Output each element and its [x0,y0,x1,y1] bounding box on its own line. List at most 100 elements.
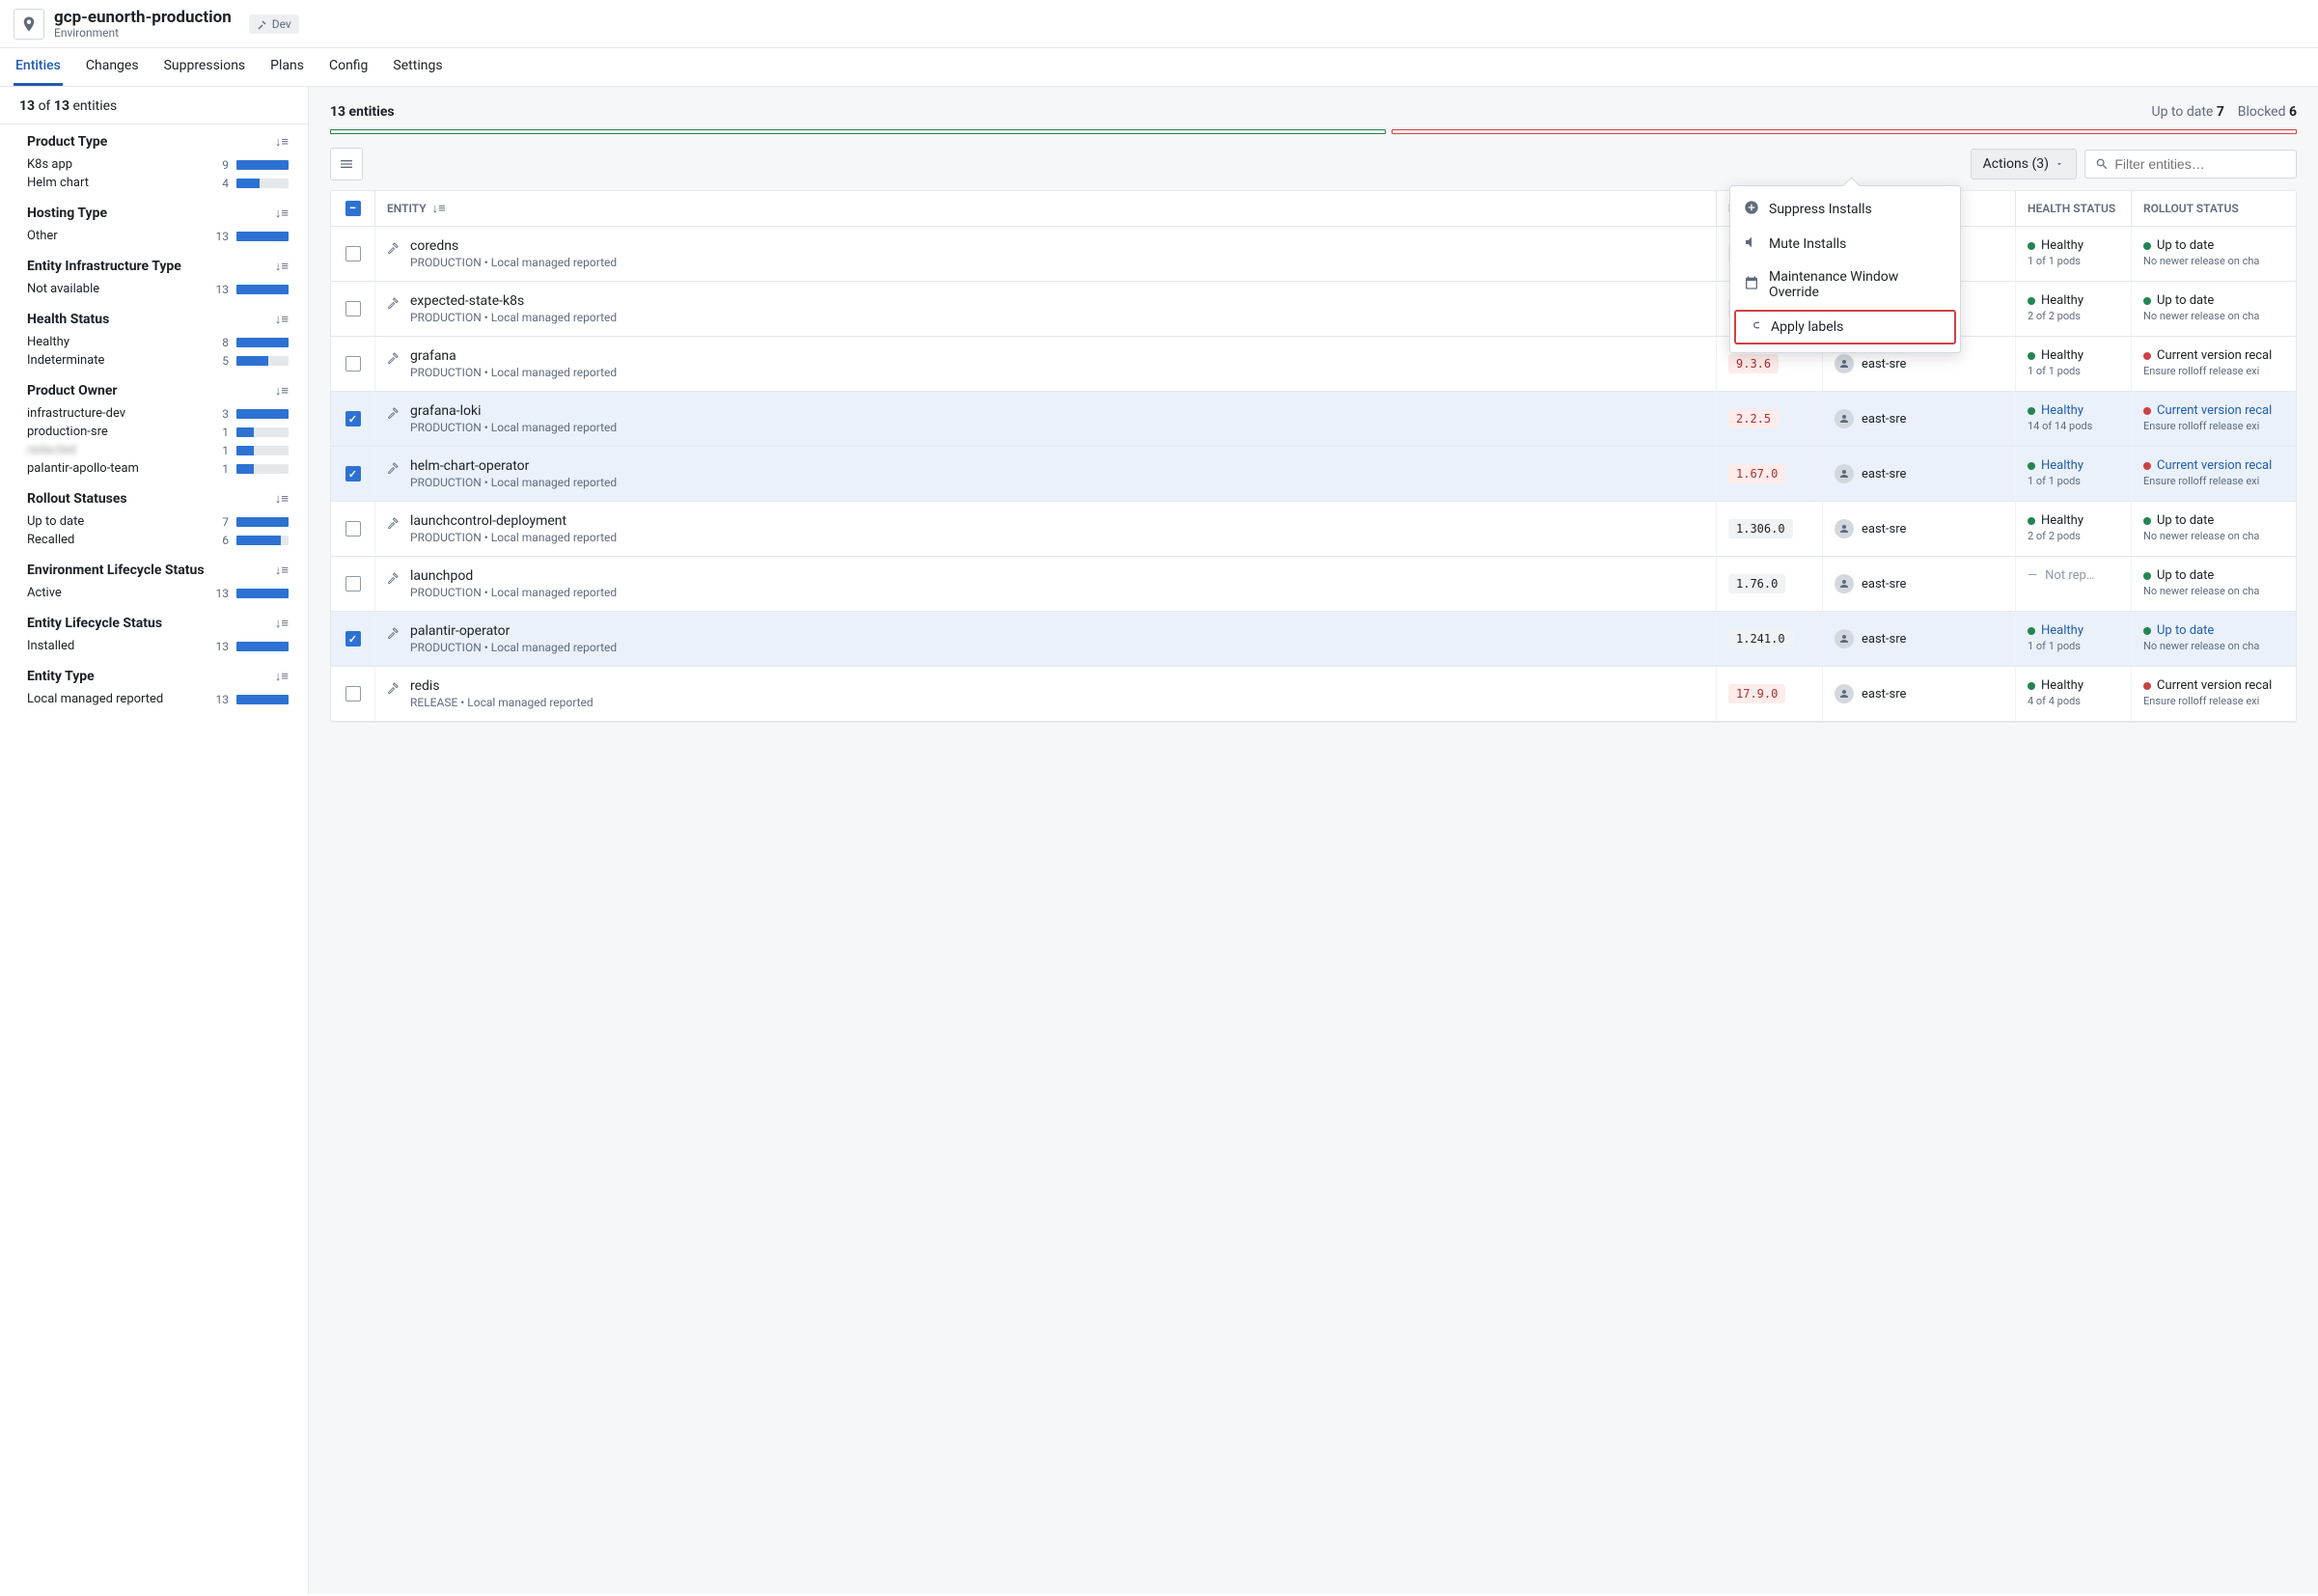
row-checkbox[interactable] [345,521,361,537]
entity-subtitle: PRODUCTION • Local managed reported [410,586,617,599]
facet-item[interactable]: Recalled6 [27,531,289,549]
facet-item[interactable]: redacted1 [27,441,289,459]
row-checkbox[interactable] [345,356,361,371]
table-row[interactable]: grafana PRODUCTION • Local managed repor… [331,337,2296,392]
sort-icon[interactable]: ↓≡ [432,201,446,216]
facet-label: Active [27,586,204,600]
sort-icon[interactable]: ↓≡ [275,259,289,274]
facet-item[interactable]: Active13 [27,584,289,602]
entity-name[interactable]: grafana [410,348,617,364]
hammer-icon [387,405,400,423]
facet-label: Up to date [27,514,204,529]
dropdown-item[interactable]: Apply labels [1734,310,1956,344]
facet-item[interactable]: production-sre1 [27,423,289,441]
status-dot-icon [2143,572,2151,580]
row-checkbox[interactable] [345,466,361,482]
rollout-status: Up to date [2157,623,2214,638]
tab-settings[interactable]: Settings [391,48,444,86]
sort-icon[interactable]: ↓≡ [275,491,289,507]
facet-item[interactable]: Installed13 [27,637,289,655]
actions-button[interactable]: Actions (3) [1971,149,2077,179]
facet-bar [236,427,289,437]
tab-config[interactable]: Config [327,48,370,86]
dropdown-item[interactable]: Suppress Installs [1730,192,1960,227]
status-dot-icon [2143,462,2151,470]
facet-item[interactable]: palantir-apollo-team1 [27,459,289,478]
rollout-subtitle: No newer release on cha [2143,640,2259,652]
sort-icon[interactable]: ↓≡ [275,616,289,631]
row-checkbox[interactable] [345,301,361,316]
sort-icon[interactable]: ↓≡ [275,312,289,327]
sort-icon[interactable]: ↓≡ [275,206,289,221]
facet-item[interactable]: Indeterminate5 [27,351,289,370]
facet-title: Entity Lifecycle Status [27,616,162,631]
facet-section: Hosting Type↓≡Other13 [0,196,308,249]
chevron-down-icon [2055,159,2064,169]
entity-name[interactable]: redis [410,678,593,694]
dropdown-item[interactable]: Maintenance Window Override [1730,261,1960,308]
entity-name[interactable]: launchpod [410,568,617,584]
entity-name[interactable]: grafana-loki [410,403,617,419]
owner-name: east-sre [1862,632,1906,647]
tab-suppressions[interactable]: Suppressions [162,48,248,86]
row-checkbox[interactable] [345,576,361,592]
rollout-status: Current version recal [2157,458,2272,473]
facet-item[interactable]: Local managed reported13 [27,690,289,708]
facet-item[interactable]: K8s app9 [27,155,289,174]
facet-item[interactable]: Other13 [27,227,289,245]
dev-badge: Dev [249,14,299,34]
table-row[interactable]: palantir-operator PRODUCTION • Local man… [331,612,2296,667]
rollout-subtitle: No newer release on cha [2143,530,2259,542]
health-status: Healthy [2041,678,2083,693]
row-checkbox[interactable] [345,686,361,702]
entity-name[interactable]: expected-state-k8s [410,293,617,309]
table-row[interactable]: helm-chart-operator PRODUCTION • Local m… [331,447,2296,502]
dropdown-item[interactable]: Mute Installs [1730,227,1960,261]
search-input[interactable] [2114,156,2286,172]
hammer-icon [387,460,400,478]
rollout-status: Current version recal [2157,403,2272,418]
facet-item[interactable]: Up to date7 [27,512,289,531]
column-entity[interactable]: ENTITY↓≡ [375,191,1717,226]
row-checkbox[interactable] [345,411,361,427]
table-row[interactable]: launchcontrol-deployment PRODUCTION • Lo… [331,502,2296,557]
facet-bar [236,517,289,527]
hammer-icon [387,515,400,533]
select-all-checkbox[interactable] [345,201,361,216]
facet-item[interactable]: Helm chart4 [27,174,289,192]
actions-dropdown: Suppress InstallsMute InstallsMaintenanc… [1729,185,1961,353]
page-title: gcp-eunorth-production [54,8,232,27]
avatar-icon [1835,354,1854,373]
tab-plans[interactable]: Plans [268,48,306,86]
tab-changes[interactable]: Changes [84,48,141,86]
health-status: Healthy [2041,238,2083,253]
row-checkbox[interactable] [345,246,361,261]
header-text: gcp-eunorth-production Environment [54,8,232,40]
sort-icon[interactable]: ↓≡ [275,383,289,399]
sort-icon[interactable]: ↓≡ [275,563,289,578]
sort-icon[interactable]: ↓≡ [275,134,289,150]
collapse-button[interactable] [330,148,363,180]
facet-item[interactable]: infrastructure-dev3 [27,404,289,423]
entity-name[interactable]: palantir-operator [410,623,617,639]
sort-icon[interactable]: ↓≡ [275,669,289,684]
facet-item[interactable]: Healthy8 [27,333,289,351]
column-rollout[interactable]: ROLLOUT STATUS [2132,191,2296,226]
table-row[interactable]: redis RELEASE • Local managed reported 1… [331,667,2296,722]
table-row[interactable]: launchpod PRODUCTION • Local managed rep… [331,557,2296,612]
facet-count: 1 [211,462,229,476]
calendar-icon [1744,275,1759,294]
count-total: 13 [54,98,69,114]
entity-name[interactable]: launchcontrol-deployment [410,513,617,529]
facet-item[interactable]: Not available13 [27,280,289,298]
entity-name[interactable]: helm-chart-operator [410,458,617,474]
table-row[interactable]: coredns PRODUCTION • Local managed repor… [331,227,2296,282]
facet-bar [236,179,289,188]
column-health[interactable]: HEALTH STATUS [2016,191,2132,226]
table-row[interactable]: grafana-loki PRODUCTION • Local managed … [331,392,2296,447]
row-checkbox[interactable] [345,631,361,647]
tab-entities[interactable]: Entities [14,48,63,86]
search-box[interactable] [2084,150,2297,179]
table-row[interactable]: expected-state-k8s PRODUCTION • Local ma… [331,282,2296,337]
entity-name[interactable]: coredns [410,238,617,254]
